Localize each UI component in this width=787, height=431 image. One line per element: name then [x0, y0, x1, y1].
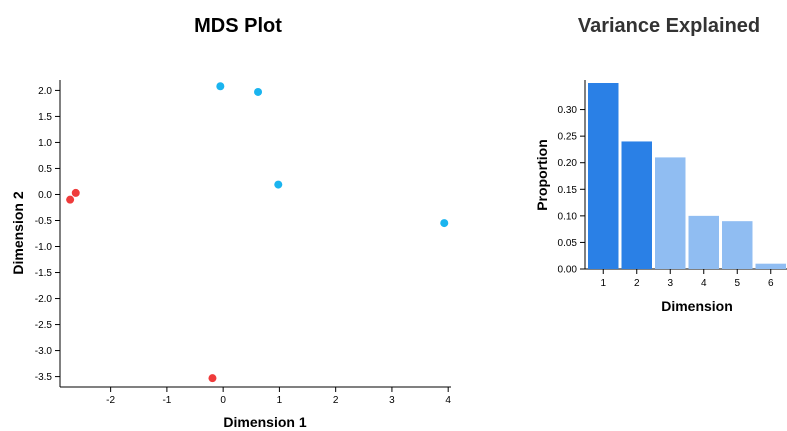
variance-bar [688, 215, 719, 269]
mds-y-tick-label: 1.0 [38, 138, 52, 149]
mds-x-tick-label: 2 [333, 395, 339, 406]
variance-x-tick-label: 1 [600, 278, 606, 289]
mds-y-tick-label: -3.5 [35, 372, 53, 383]
mds-x-tick-label: 4 [445, 395, 451, 406]
mds-x-axis-title: Dimension 1 [223, 414, 306, 430]
mds-point [254, 87, 263, 96]
variance-x-axis-title: Dimension [661, 298, 733, 314]
variance-bars [588, 83, 786, 269]
mds-x-tick-label: 0 [220, 395, 226, 406]
mds-chart: MDS Plot -2 -1 0 1 2 3 4 2.0 1.5 1.0 0.5 0.0 -0.5 -1… [10, 15, 451, 430]
variance-bar [621, 141, 652, 269]
variance-x-tick-label: 3 [667, 278, 673, 289]
mds-point [274, 180, 283, 189]
mds-points [66, 82, 449, 383]
mds-y-tick-label: -0.5 [35, 216, 53, 227]
mds-y-tick-label: -3.0 [35, 346, 53, 357]
variance-bar [755, 263, 786, 269]
variance-title: Variance Explained [578, 15, 760, 37]
variance-y-ticks: 0.00 0.05 0.10 0.15 0.20 0.25 0.30 [558, 105, 585, 276]
mds-y-tick-label: 0.0 [38, 190, 52, 201]
mds-y-tick-label: 2.0 [38, 86, 52, 97]
variance-bar [655, 157, 686, 269]
mds-point [208, 374, 217, 383]
variance-bar [722, 221, 753, 269]
mds-y-ticks: 2.0 1.5 1.0 0.5 0.0 -0.5 -1.0 -1.5 -2.0 -2.5 -3.0 -… [35, 86, 60, 383]
mds-y-tick-label: -1.0 [35, 242, 53, 253]
variance-y-tick-label: 0.15 [558, 185, 578, 196]
mds-point [216, 82, 225, 91]
variance-x-tick-label: 4 [701, 278, 707, 289]
variance-y-tick-label: 0.25 [558, 132, 578, 143]
variance-y-axis-title: Proportion [534, 139, 550, 211]
variance-x-tick-label: 2 [634, 278, 640, 289]
mds-x-tick-label: -2 [106, 395, 115, 406]
mds-x-tick-label: 3 [389, 395, 395, 406]
mds-point [66, 195, 75, 204]
mds-y-tick-label: -2.5 [35, 320, 53, 331]
variance-y-tick-label: 0.10 [558, 211, 578, 222]
variance-y-tick-label: 0.05 [558, 238, 578, 249]
mds-y-tick-label: -1.5 [35, 268, 53, 279]
variance-y-tick-label: 0.00 [558, 265, 578, 276]
variance-y-tick-label: 0.30 [558, 105, 578, 116]
variance-y-tick-label: 0.20 [558, 158, 578, 169]
variance-x-tick-label: 5 [734, 278, 740, 289]
mds-y-tick-label: 0.5 [38, 164, 52, 175]
variance-x-ticks: 1 2 3 4 5 6 [600, 269, 774, 289]
mds-title: MDS Plot [194, 15, 282, 37]
mds-x-tick-label: -1 [162, 395, 171, 406]
variance-x-tick-label: 6 [768, 278, 774, 289]
mds-y-tick-label: 1.5 [38, 112, 52, 123]
mds-y-tick-label: -2.0 [35, 294, 53, 305]
mds-x-tick-label: 1 [277, 395, 283, 406]
mds-x-ticks: -2 -1 0 1 2 3 4 [106, 387, 451, 406]
mds-y-axis-title: Dimension 2 [10, 191, 26, 274]
variance-bar [588, 83, 619, 269]
mds-point [440, 219, 449, 228]
mds-point [71, 188, 80, 197]
